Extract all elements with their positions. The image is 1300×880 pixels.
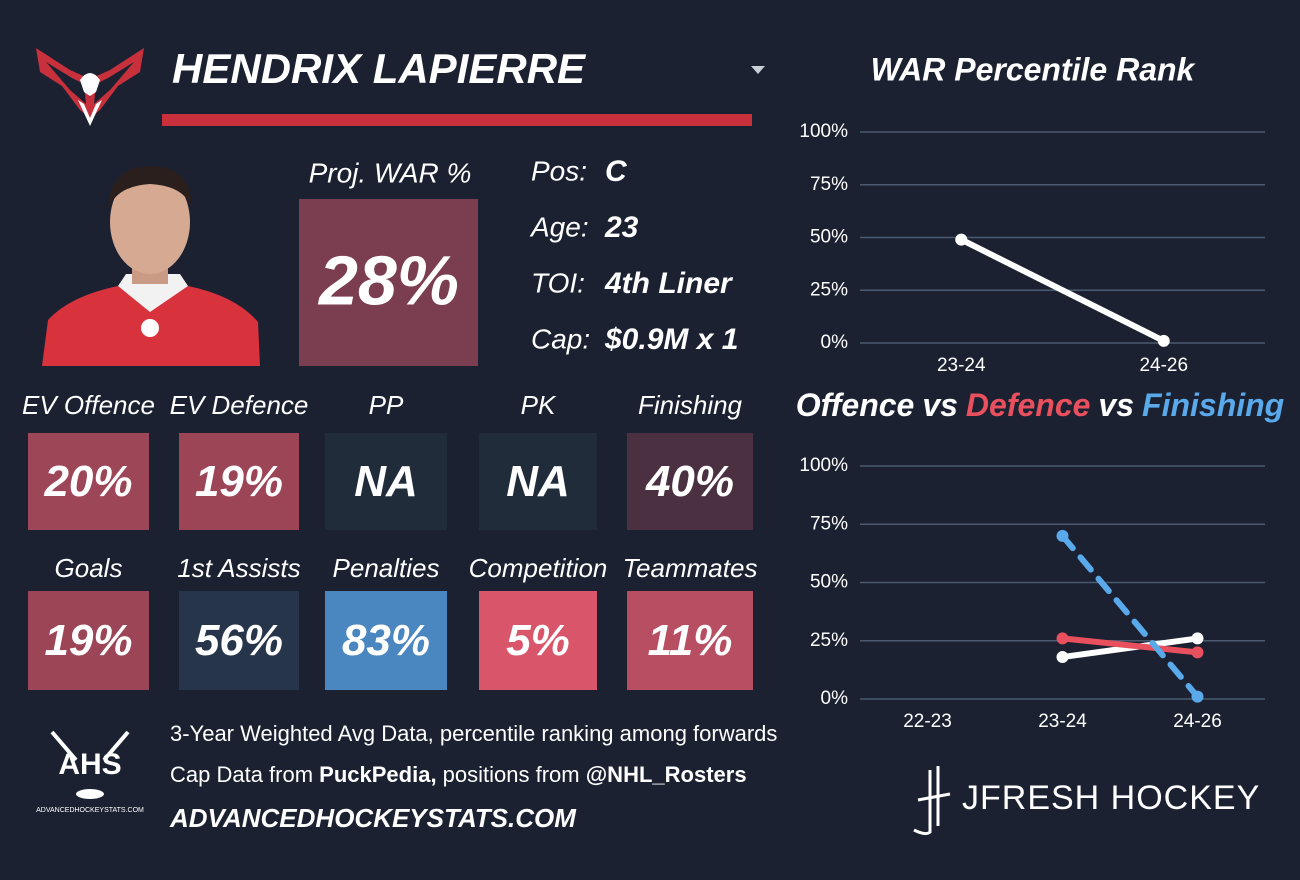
series-line xyxy=(1059,635,1201,656)
chart-title: WAR Percentile Rank xyxy=(871,51,1197,87)
tile-label: Teammates xyxy=(623,553,758,583)
tile-value: NA xyxy=(506,457,570,506)
tile-value: 20% xyxy=(43,457,132,506)
player-photo xyxy=(42,166,260,366)
tile-label: EV Offence xyxy=(22,390,155,420)
y-tick-label: 0% xyxy=(821,332,849,353)
data-point xyxy=(1191,690,1204,703)
tile-box xyxy=(179,433,299,530)
tile-label: Penalties xyxy=(333,553,440,583)
info-label: TOI: xyxy=(531,267,585,298)
tile-label: PK xyxy=(521,390,557,420)
credit-part: @NHL_Rosters xyxy=(586,762,747,787)
series-line xyxy=(958,236,1167,344)
tile-box xyxy=(479,433,597,530)
tile-value: 11% xyxy=(648,616,733,665)
tile-box xyxy=(28,433,149,530)
data-point xyxy=(955,233,968,246)
name-underline xyxy=(162,114,752,126)
x-tick-label: 23-24 xyxy=(1038,711,1087,732)
x-tick-label: 23-24 xyxy=(937,355,986,376)
proj-war-box xyxy=(299,199,478,366)
tile-label: Goals xyxy=(55,553,123,583)
info-list: Pos: C Age: 23 TOI: 4th Liner Cap: $0.9M x 1 xyxy=(529,155,738,356)
proj-war-value: 28% xyxy=(317,241,459,319)
y-tick-label: 50% xyxy=(810,227,848,248)
data-point xyxy=(1191,646,1204,659)
legend-entry: Defence xyxy=(966,387,1091,423)
proj-war-label: Proj. WAR % xyxy=(309,157,472,188)
tile-label: EV Defence xyxy=(170,390,309,420)
ahs-logo-text: AHS xyxy=(58,748,121,781)
tile-box xyxy=(627,591,753,690)
tile-value: 19% xyxy=(195,457,283,506)
ahs-logo xyxy=(50,730,130,799)
ahs-logo-sub: ADVANCEDHOCKEYSTATS.COM xyxy=(36,807,144,814)
info-label: Pos: xyxy=(531,155,587,186)
team-logo xyxy=(36,48,144,126)
info-value: C xyxy=(605,155,628,188)
y-tick-label: 25% xyxy=(810,630,848,651)
tile-value: 5% xyxy=(506,616,570,665)
y-tick-label: 50% xyxy=(810,572,848,593)
tile-value: 56% xyxy=(195,616,283,665)
credit-part: Cap Data from xyxy=(170,762,319,787)
data-point xyxy=(1056,651,1069,664)
tile-value: 83% xyxy=(342,616,430,665)
info-label: Age: xyxy=(529,211,589,242)
data-point xyxy=(1056,632,1069,645)
tile-label: 1st Assists xyxy=(177,553,300,583)
x-tick-label: 24-26 xyxy=(1139,355,1188,376)
info-value: 4th Liner xyxy=(604,267,734,300)
tiles: EV Offence 20% EV Defence 19% PP NA PK NA Finish… xyxy=(22,390,757,690)
y-tick-label: 100% xyxy=(799,121,848,142)
x-tick-label: 24-26 xyxy=(1173,711,1222,732)
tile-box xyxy=(627,433,753,530)
tile-label: Finishing xyxy=(638,390,743,420)
footer-credits: Cap Data from PuckPedia, positions from … xyxy=(170,762,747,787)
charts: WAR Percentile Rank 0% 25% 50% 75% 100% 23-24 2… xyxy=(796,51,1284,732)
website[interactable]: ADVANCEDHOCKEYSTATS.COM xyxy=(169,803,577,833)
x-tick-label: 22-23 xyxy=(903,711,952,732)
title-joiner: vs xyxy=(922,387,958,423)
tile-box xyxy=(325,591,447,690)
footer-note: 3-Year Weighted Avg Data, percentile ran… xyxy=(170,721,777,746)
tile-box xyxy=(479,591,597,690)
data-point xyxy=(1157,334,1170,347)
tile-box xyxy=(325,433,447,530)
legend-entry: Offence xyxy=(796,387,915,423)
y-tick-label: 0% xyxy=(821,688,849,709)
info-value: 23 xyxy=(604,211,639,244)
y-tick-label: 75% xyxy=(810,513,848,534)
tile-value: 19% xyxy=(44,616,132,665)
tile-box xyxy=(179,591,299,690)
data-point xyxy=(1056,529,1069,542)
y-tick-label: 100% xyxy=(799,455,848,476)
y-tick-label: 75% xyxy=(810,174,848,195)
series-line xyxy=(1059,532,1201,700)
legend-entry: Finishing xyxy=(1142,387,1284,423)
credit-part: PuckPedia, xyxy=(319,762,436,787)
tile-box xyxy=(28,591,149,690)
tile-value: NA xyxy=(354,457,418,506)
tile-label: PP xyxy=(369,390,404,420)
dropdown-arrow[interactable] xyxy=(751,66,765,74)
player-name: HENDRIX LAPIERRE xyxy=(172,45,587,92)
jfresh-logo xyxy=(913,766,951,836)
credit-part: positions from xyxy=(437,762,586,787)
tile-label: Competition xyxy=(469,553,608,583)
y-tick-label: 25% xyxy=(810,279,848,300)
data-point xyxy=(1191,632,1204,645)
info-label: Cap: xyxy=(531,323,590,354)
brand: JFRESH HOCKEY xyxy=(962,779,1260,817)
chart-title: Offence vs Defence vs Finishing xyxy=(796,387,1284,423)
tile-value: 40% xyxy=(645,457,734,506)
title-joiner: vs xyxy=(1098,387,1134,423)
info-value: $0.9M x 1 xyxy=(604,323,738,356)
